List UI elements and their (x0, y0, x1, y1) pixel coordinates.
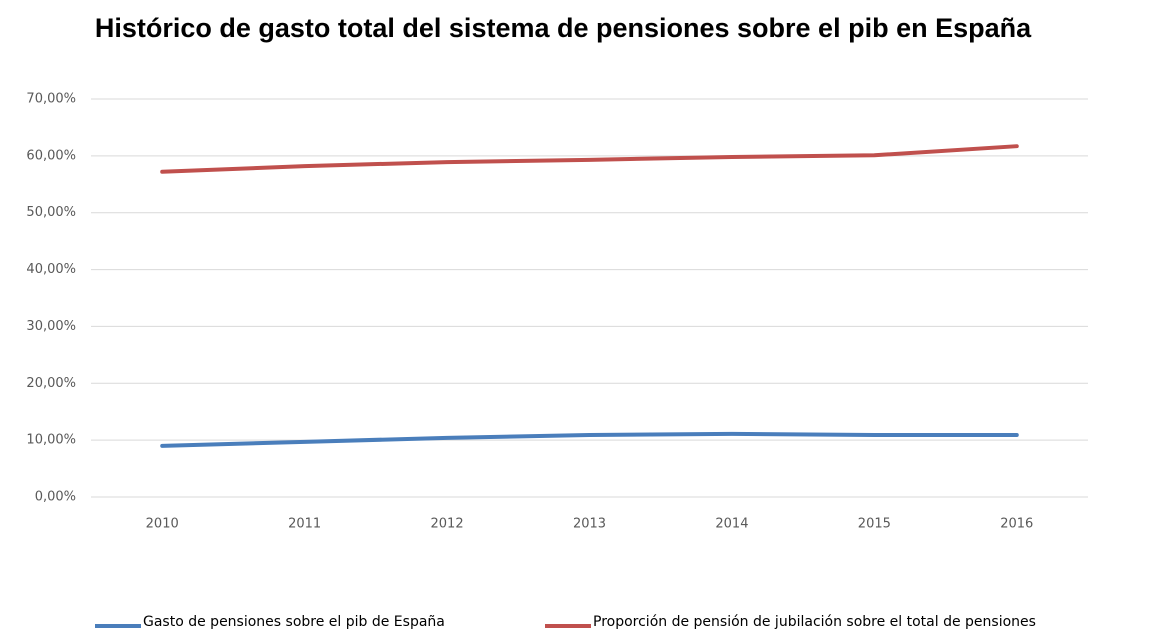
series-line (160, 431, 1019, 448)
y-tick-label: 70,00% (26, 92, 76, 107)
y-tick-label: 50,00% (26, 205, 76, 220)
legend-label: Proporción de pensión de jubilación sobr… (593, 614, 1036, 630)
x-tick-label: 2010 (146, 517, 179, 532)
x-tick-label: 2016 (1000, 517, 1033, 532)
chart-title: Histórico de gasto total del sistema de … (94, 13, 1032, 43)
x-tick-label: 2013 (573, 517, 606, 532)
y-tick-label: 60,00% (26, 148, 76, 163)
series-line (160, 144, 1019, 174)
legend-label: Gasto de pensiones sobre el pib de Españ… (143, 614, 445, 630)
y-tick-label: 20,00% (26, 376, 76, 391)
y-tick-label: 40,00% (26, 262, 76, 277)
x-tick-label: 2011 (288, 517, 321, 532)
x-tick-label: 2012 (431, 517, 464, 532)
y-tick-label: 10,00% (26, 433, 76, 448)
x-tick-label: 2014 (715, 517, 748, 532)
x-tick-label: 2015 (858, 517, 891, 532)
y-tick-label: 30,00% (26, 319, 76, 334)
y-tick-label: 0,00% (35, 490, 76, 505)
